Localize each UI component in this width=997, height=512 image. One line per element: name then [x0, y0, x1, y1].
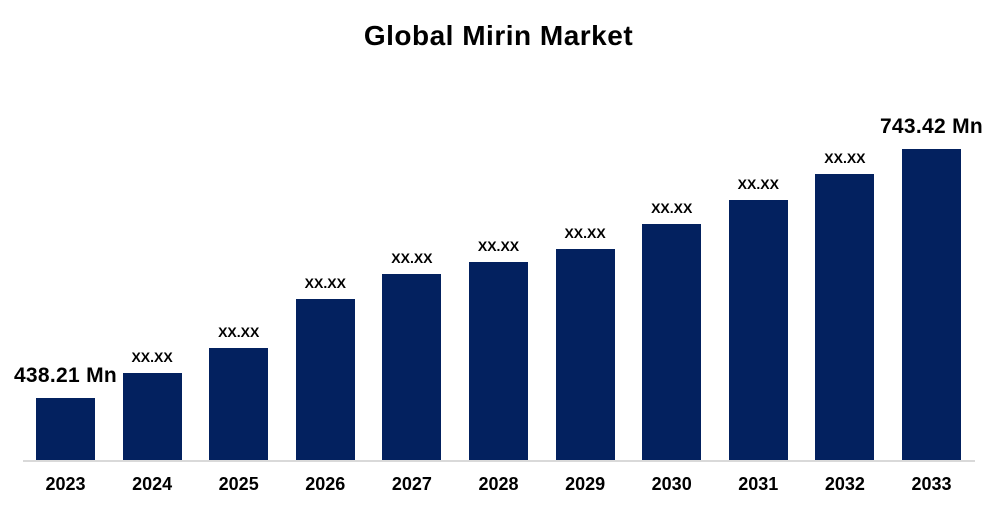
bar-2031 — [728, 200, 788, 460]
value-label-2025: XX.XX — [218, 324, 260, 340]
value-label-2030: XX.XX — [651, 200, 693, 216]
bar-2026 — [295, 299, 355, 460]
x-tick-2023: 2023 — [45, 474, 86, 494]
x-tick-2028: 2028 — [478, 474, 519, 494]
bar-2029 — [555, 249, 615, 460]
value-label-2028: XX.XX — [477, 238, 520, 254]
bar-2030 — [642, 224, 702, 460]
value-label-2027: XX.XX — [391, 250, 433, 266]
x-tick-2032: 2032 — [824, 474, 865, 494]
chart-title: Global Mirin Market — [363, 20, 634, 51]
bar-2024 — [122, 373, 182, 460]
x-tick-2029: 2029 — [565, 474, 606, 494]
bar-2028 — [469, 262, 528, 460]
x-axis-line — [23, 460, 975, 462]
x-tick-2027: 2027 — [391, 474, 432, 494]
value-label-2029: XX.XX — [564, 225, 606, 241]
value-label-2024: XX.XX — [131, 349, 173, 365]
x-tick-2024: 2024 — [132, 474, 173, 494]
bar-2027 — [382, 274, 442, 460]
value-label-2023: 438.21 Mn — [13, 364, 118, 387]
bar-2032 — [815, 174, 875, 460]
x-tick-2026: 2026 — [305, 474, 346, 494]
value-label-2032: XX.XX — [824, 150, 866, 166]
x-tick-2025: 2025 — [218, 474, 259, 494]
x-tick-2030: 2030 — [651, 474, 692, 494]
x-tick-2033: 2033 — [911, 474, 952, 494]
value-label-2026: XX.XX — [304, 275, 346, 291]
bar-2033 — [902, 149, 961, 460]
x-tick-2031: 2031 — [738, 474, 779, 494]
bar-2023 — [36, 398, 95, 460]
bar-2025 — [209, 348, 269, 460]
value-label-2033: 743.42 Mn — [879, 115, 984, 138]
value-label-2031: XX.XX — [737, 176, 779, 192]
